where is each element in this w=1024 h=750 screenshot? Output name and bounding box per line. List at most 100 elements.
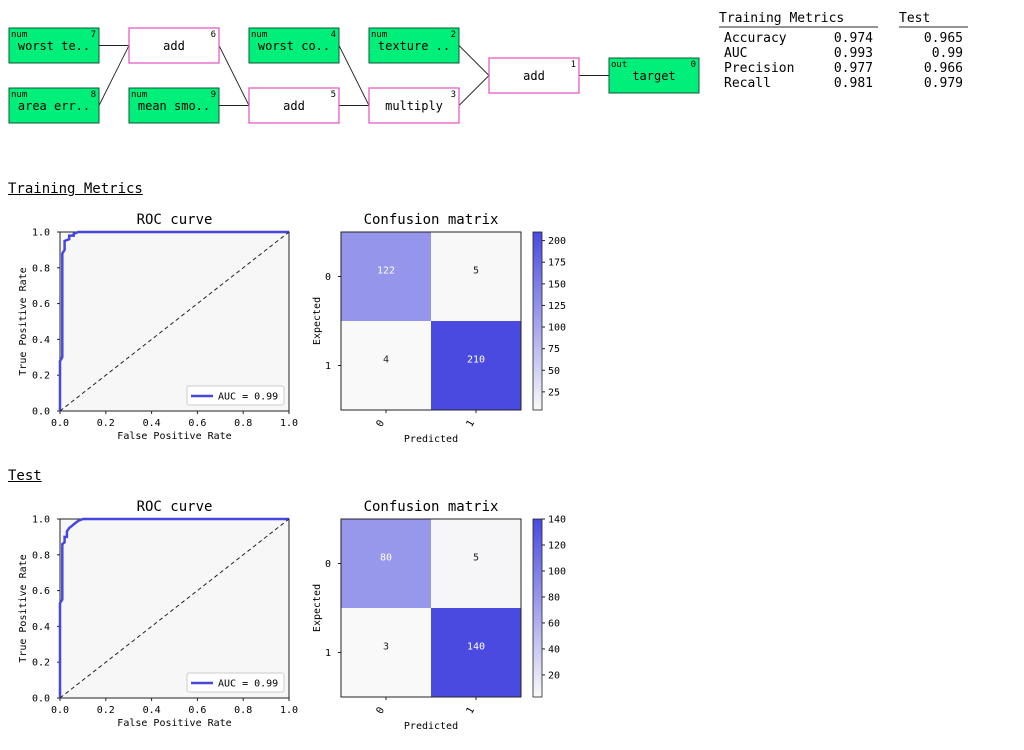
node-box <box>8 87 100 124</box>
x-axis-label: Predicted <box>404 434 458 445</box>
node-label: mean smo.. <box>138 99 210 113</box>
metric-name: Recall <box>724 76 771 91</box>
graph-node[interactable]: out 0 target <box>608 57 700 94</box>
matrix-cell <box>341 519 431 608</box>
y-tick-label: 0.0 <box>32 407 50 418</box>
graph-edge <box>98 45 130 106</box>
node-tag: num <box>371 30 387 40</box>
colorbar-tick-label: 175 <box>548 258 566 269</box>
node-box <box>128 87 220 124</box>
node-tag: num <box>251 30 267 40</box>
matrix-cell <box>431 519 521 608</box>
legend-label: AUC = 0.99 <box>218 392 278 403</box>
metric-test-value: 0.966 <box>924 61 963 76</box>
node-tag: num <box>11 90 27 100</box>
x-tick-label: 0.8 <box>234 705 252 716</box>
colorbar-tick-label: 20 <box>548 670 560 681</box>
chart-title: Confusion matrix <box>364 499 499 515</box>
graph-node[interactable]: 1 add <box>488 57 580 94</box>
x-tick-label: 0.2 <box>97 705 115 716</box>
metrics-table: Training Metrics Test Accuracy 0.974 0.965 AU… <box>719 11 968 91</box>
metric-train-value: 0.977 <box>834 61 873 76</box>
y-category-label: 0 <box>325 559 331 570</box>
node-label: multiply <box>385 99 443 113</box>
colorbar-tick-label: 140 <box>548 515 566 526</box>
roc-chart-training: ROC curve 0.0 0.2 0.4 0.6 0.8 1.0 0.0 0.2 0.4 0.6 0… <box>18 212 298 442</box>
cell-value: 122 <box>377 266 395 277</box>
legend-box <box>186 672 285 693</box>
y-tick-label: 0.8 <box>32 550 50 561</box>
colorbar-tick-label: 100 <box>548 566 566 577</box>
node-label: worst te.. <box>18 39 90 53</box>
node-label: worst co.. <box>258 39 330 53</box>
node-id: 9 <box>211 90 216 100</box>
y-tick-label: 1.0 <box>32 228 50 239</box>
x-axis-label: False Positive Rate <box>117 431 231 442</box>
node-label: target <box>632 69 675 83</box>
x-category-label: 0 <box>375 418 388 429</box>
section-title-test: Test <box>8 468 42 484</box>
roc-series-line <box>58 517 289 698</box>
colorbar <box>532 231 543 411</box>
x-category-label: 0 <box>375 705 388 716</box>
chart-title: ROC curve <box>137 212 213 228</box>
node-id: 3 <box>451 90 456 100</box>
node-box <box>368 87 460 124</box>
matrix-cell <box>341 321 431 410</box>
graph-edge <box>218 45 250 106</box>
x-category-label: 1 <box>465 418 478 429</box>
chart-title: Confusion matrix <box>364 212 499 228</box>
colorbar-tick-label: 125 <box>548 301 566 312</box>
node-label: area err.. <box>18 99 90 113</box>
x-tick-label: 0.6 <box>188 705 206 716</box>
y-category-label: 1 <box>325 361 331 372</box>
matrix-frame <box>340 231 522 411</box>
node-box <box>128 27 220 64</box>
y-axis-label: Expected <box>312 297 323 345</box>
graph-edge <box>338 45 370 106</box>
confusion-matrix-training: Confusion matrix 122 5 4 210 0 1 0 1 Predicted Exp… <box>312 212 566 445</box>
y-category-label: 0 <box>325 272 331 283</box>
graph-edge <box>458 75 490 106</box>
cell-value: 140 <box>467 642 485 653</box>
node-box <box>368 27 460 64</box>
node-id: 0 <box>691 60 696 70</box>
graph-node[interactable]: 3 multiply <box>368 87 460 124</box>
matrix-frame <box>340 518 522 698</box>
node-tag: out <box>611 60 627 70</box>
metric-name: Accuracy <box>724 31 787 46</box>
y-tick-label: 0.2 <box>32 658 50 669</box>
node-id: 8 <box>91 90 96 100</box>
node-id: 6 <box>211 30 216 40</box>
node-id: 5 <box>331 90 336 100</box>
node-id: 7 <box>91 30 96 40</box>
confusion-matrix-test: Confusion matrix 80 5 3 140 0 1 0 1 Predicted Expe… <box>312 499 566 732</box>
cell-value: 5 <box>473 266 479 277</box>
node-id: 2 <box>451 30 456 40</box>
matrix-cell <box>431 608 521 697</box>
graph-node[interactable]: 5 add <box>248 87 340 124</box>
y-tick-label: 0.6 <box>32 586 50 597</box>
y-tick-label: 0.4 <box>32 335 50 346</box>
colorbar-tick-label: 150 <box>548 279 566 290</box>
metrics-header-train: Training Metrics <box>719 11 844 26</box>
graph-node[interactable]: 6 add <box>128 27 220 64</box>
graph-edge <box>458 45 490 76</box>
colorbar-tick-label: 50 <box>548 366 560 377</box>
colorbar-tick-label: 120 <box>548 540 566 551</box>
plot-area <box>59 231 290 412</box>
x-tick-label: 0.4 <box>143 705 161 716</box>
metrics-header-test: Test <box>899 11 930 26</box>
cell-value: 210 <box>467 355 485 366</box>
node-box <box>488 57 580 94</box>
cell-value: 3 <box>383 642 389 653</box>
colorbar-tick-label: 100 <box>548 323 566 334</box>
chart-title: ROC curve <box>137 499 213 515</box>
colorbar-tick-label: 60 <box>548 618 560 629</box>
y-tick-label: 0.2 <box>32 371 50 382</box>
